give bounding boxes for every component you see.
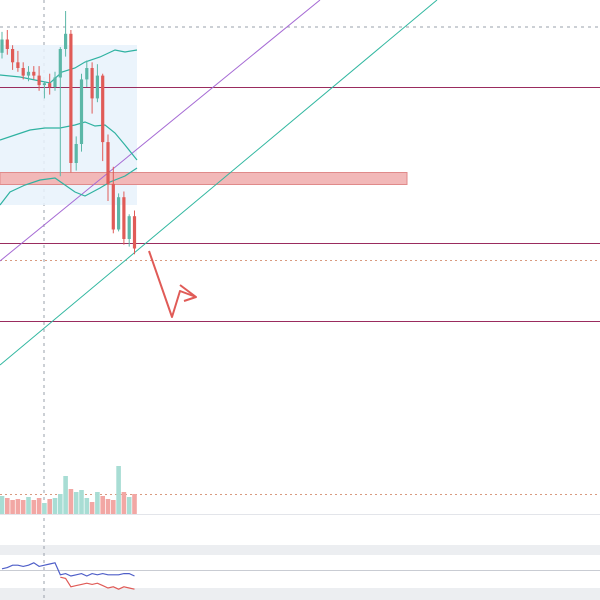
volume-bar (47, 499, 52, 514)
candle-body (64, 33, 68, 49)
candle-body (5, 39, 9, 49)
volume-bar (58, 494, 63, 514)
supply-zone (0, 172, 408, 185)
volume-bar (31, 500, 37, 514)
candle-body (90, 68, 94, 99)
candle-body (53, 77, 57, 87)
candle-body (32, 71, 36, 76)
candle-body (79, 79, 84, 144)
candle-body (127, 216, 131, 239)
candle-body (11, 49, 15, 63)
volume-bar (105, 499, 111, 514)
projection-arrowhead (179, 284, 197, 302)
volume-bar (42, 503, 47, 514)
volume-bar (10, 500, 15, 514)
candle-body (85, 68, 89, 80)
candle-body (111, 183, 115, 230)
volume-bar (89, 502, 95, 514)
volume-bar (132, 494, 137, 514)
bollinger-upper (0, 49, 138, 84)
candle-body (21, 68, 25, 76)
volume-bar (68, 489, 74, 514)
candle-body (37, 75, 41, 86)
candle-body (42, 83, 46, 86)
volume-bar (5, 498, 10, 514)
candle-body (95, 75, 99, 99)
indicator-line-red (60, 576, 135, 590)
candle-body (106, 142, 110, 184)
volume-bar (121, 492, 127, 514)
volume-bar (84, 498, 90, 514)
candle-body (16, 62, 20, 68)
indicator-line-blue (1, 562, 135, 577)
volume-bar (116, 466, 121, 514)
volume-bar (26, 497, 31, 514)
volume-bar (95, 492, 100, 514)
volume-bar (36, 498, 42, 514)
candle-body (74, 144, 78, 163)
volume-bar (79, 490, 84, 514)
candle-body (26, 71, 31, 76)
volume-bar (15, 499, 21, 514)
purple-channel-line (0, 0, 321, 262)
candle-body (117, 197, 121, 230)
teal-channel-line (0, 0, 438, 366)
projection-arrow (148, 250, 197, 318)
candle-body (101, 75, 105, 143)
bollinger-lower (0, 167, 138, 206)
volume-bar (100, 496, 105, 514)
volume-bar (52, 498, 58, 514)
candle-body (58, 49, 62, 78)
candle-body (48, 83, 52, 87)
volume-bar (111, 500, 116, 514)
indicator-panel-band (0, 545, 600, 555)
candle-body (132, 216, 137, 249)
volume-bar (126, 497, 132, 514)
candle-body (0, 39, 4, 53)
volume-bar (20, 500, 26, 514)
candle-body (69, 33, 73, 163)
volume-bar (0, 496, 5, 514)
volume-bar (73, 492, 79, 514)
candle-body (122, 197, 126, 239)
volume-bar (63, 476, 68, 514)
time-axis-band (0, 588, 600, 600)
